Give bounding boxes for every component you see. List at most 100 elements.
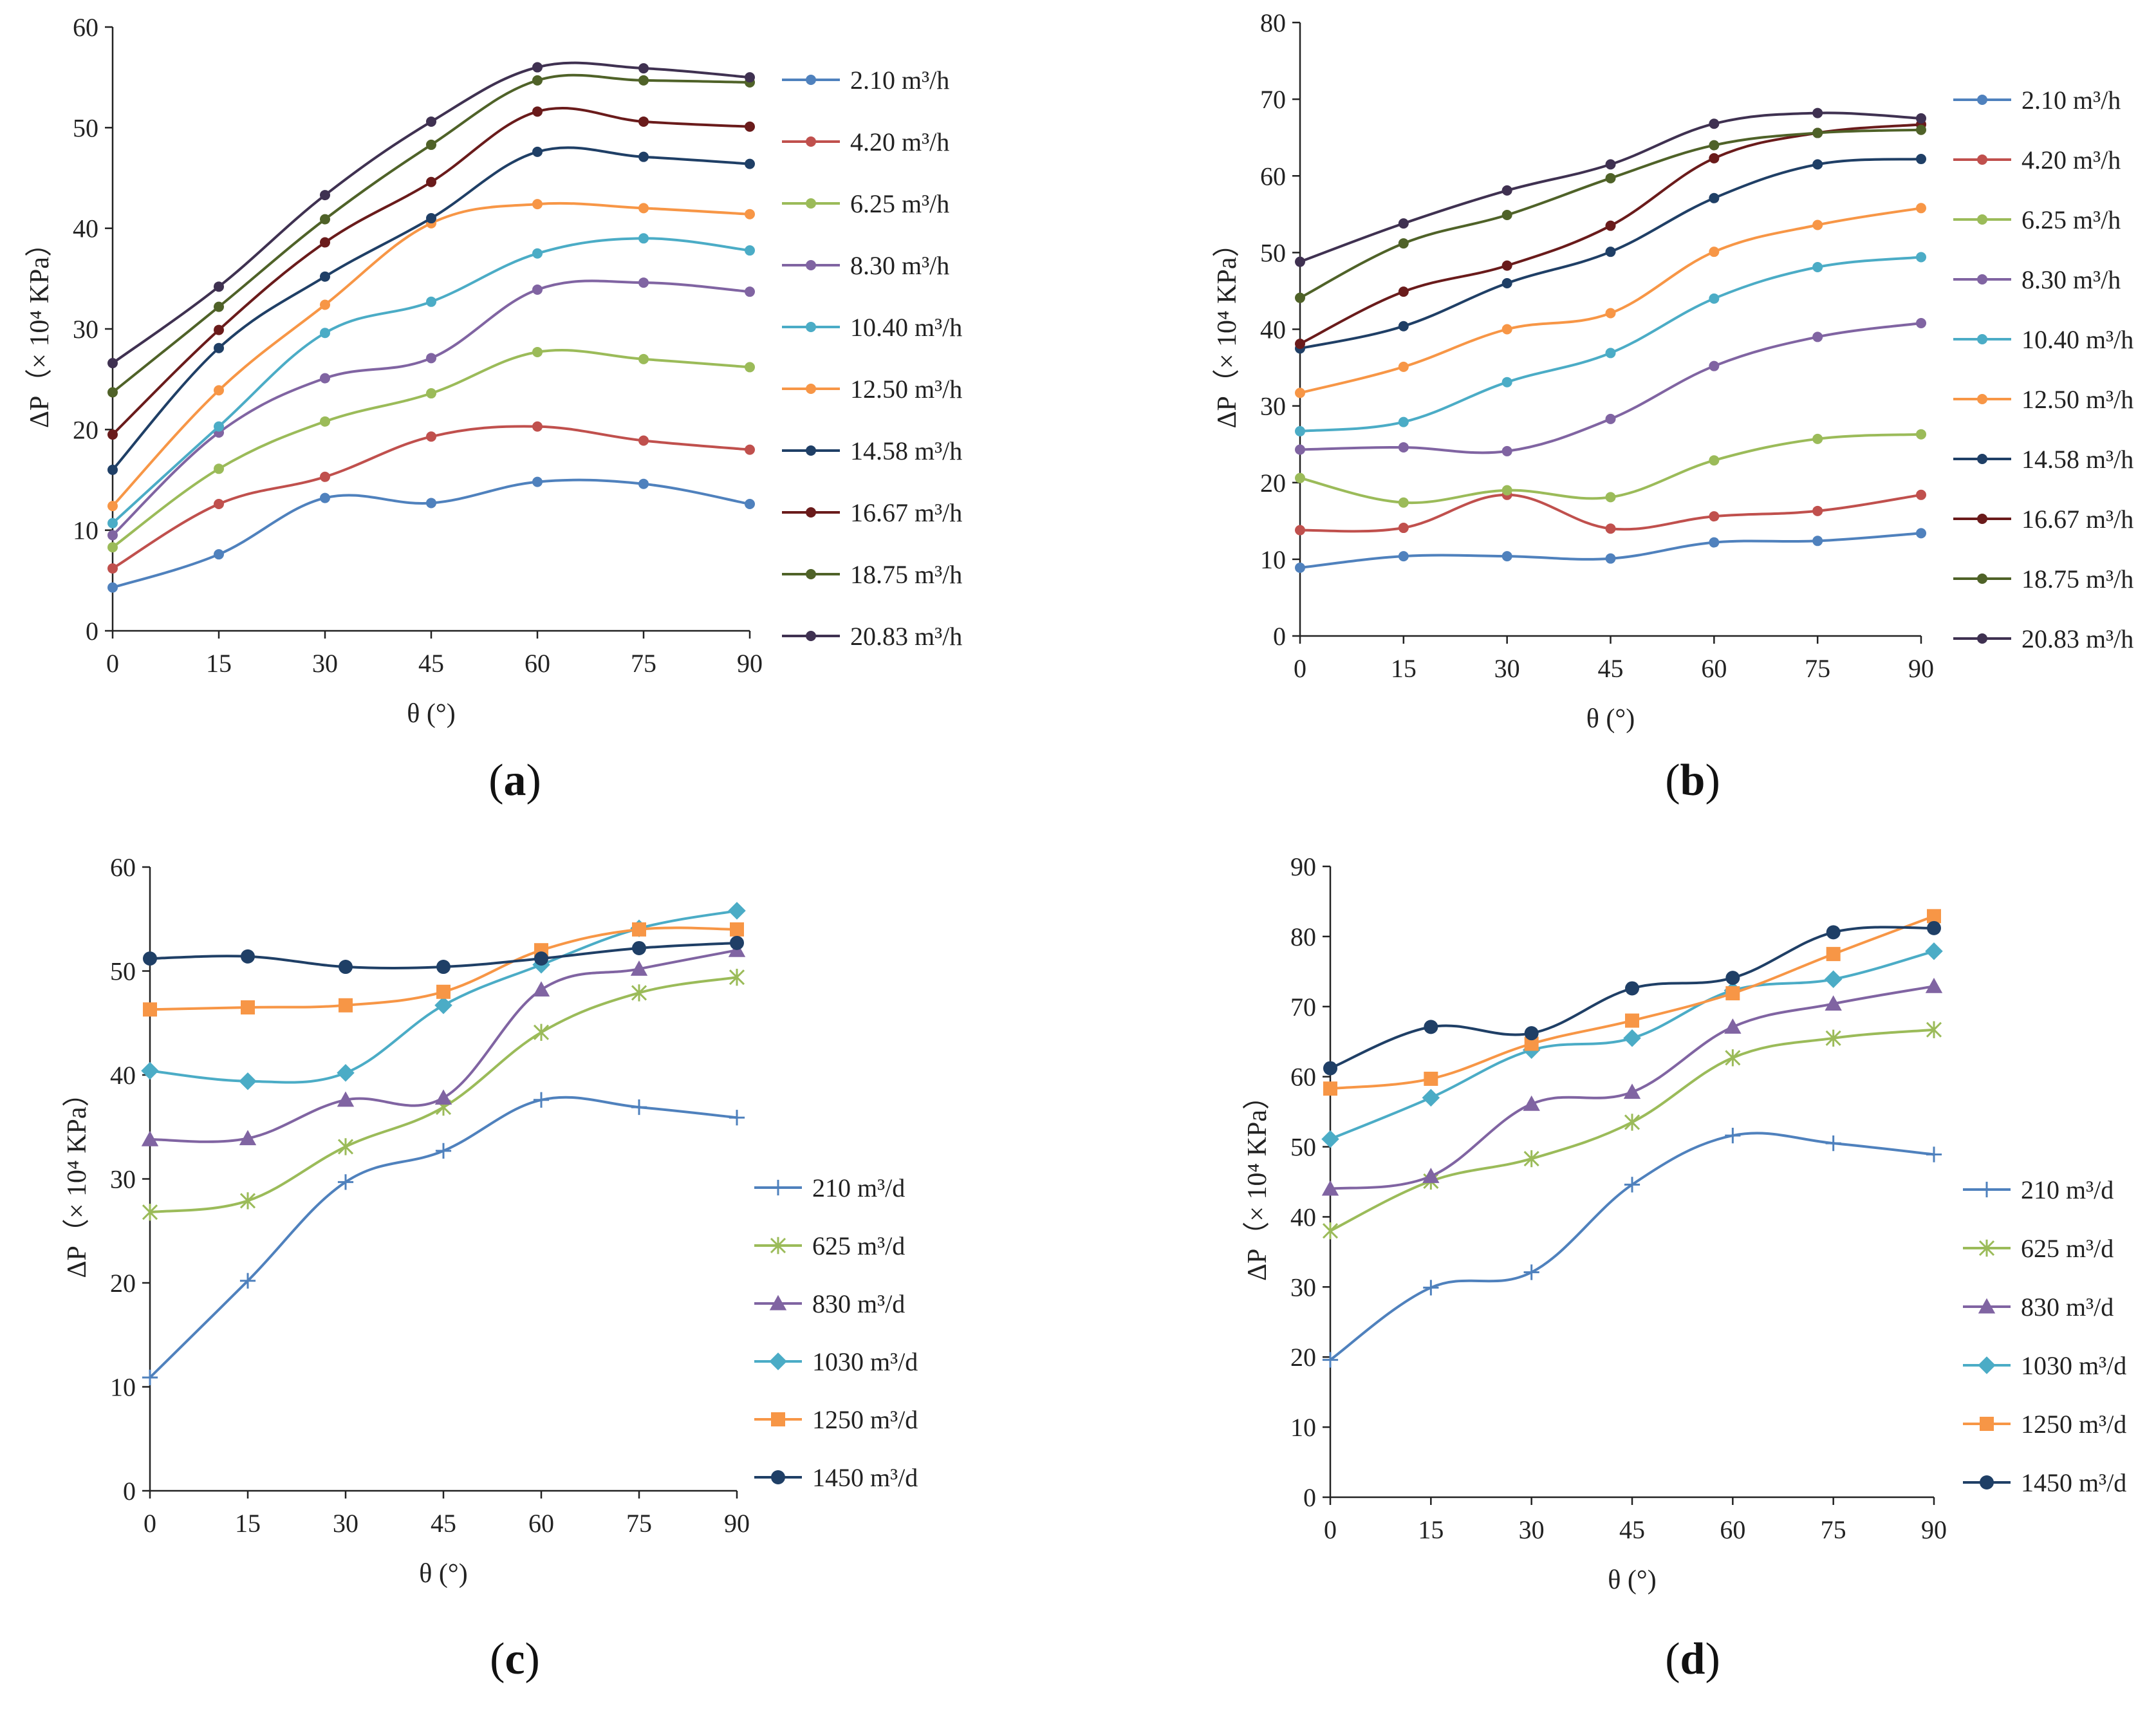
chart-a: 0 10 20 30 40 50 60 0 15 30 45 60 75 90 θ (°) ΔP（× 10⁴ …: [25, 13, 962, 805]
y-tick-label: 40: [1290, 1202, 1316, 1231]
series-4: 8.30 m³/h: [107, 251, 949, 541]
data-point: [107, 563, 118, 574]
data-point: [638, 116, 649, 127]
x-tick-label: 30: [1494, 654, 1520, 683]
data-point: [1725, 971, 1740, 985]
data-point: [1812, 433, 1823, 444]
data-point: [214, 499, 224, 510]
x-axis-title: θ (°): [1586, 704, 1635, 734]
x-tick-label: 15: [1418, 1515, 1444, 1544]
data-point: [745, 444, 755, 455]
legend-label: 830 m³/d: [2021, 1293, 2114, 1321]
data-point: [337, 1138, 354, 1155]
data-point: [1812, 219, 1823, 230]
data-point: [214, 549, 224, 560]
panel-label: (d): [1665, 1634, 1720, 1684]
data-point: [745, 286, 755, 297]
data-point: [745, 245, 755, 256]
legend-label: 20.83 m³/h: [850, 622, 962, 651]
data-point: [426, 176, 436, 187]
data-point: [426, 296, 436, 307]
data-point: [1523, 1150, 1539, 1168]
legend-label: 1250 m³/d: [2021, 1410, 2126, 1439]
legend-marker: [771, 1412, 785, 1426]
x-tick-label: 60: [525, 649, 550, 678]
legend-label: 210 m³/d: [812, 1173, 905, 1202]
legend-label: 10.40 m³/h: [850, 313, 962, 342]
data-point: [532, 476, 543, 487]
data-point: [426, 139, 436, 150]
panel-label-close: ): [526, 756, 541, 805]
y-tick-label: 0: [1303, 1483, 1316, 1512]
panel-label: (c): [490, 1634, 540, 1684]
data-point: [337, 1064, 355, 1082]
series-8: 16.67 m³/h: [107, 106, 962, 527]
legend-marker: [1978, 1298, 1996, 1314]
data-point: [1709, 140, 1720, 151]
legend-label: 18.75 m³/h: [2021, 565, 2133, 593]
data-point: [745, 158, 755, 169]
data-point: [426, 498, 436, 509]
legend-label: 6.25 m³/h: [850, 189, 949, 218]
series-2: 4.20 m³/h: [107, 127, 949, 574]
series-10: 20.83 m³/h: [107, 61, 962, 651]
x-axis-title: θ (°): [407, 699, 455, 729]
y-tick-label: 40: [110, 1061, 136, 1090]
data-point: [1916, 429, 1926, 440]
series-6: 12.50 m³/h: [107, 199, 962, 512]
data-point: [320, 214, 330, 225]
data-point: [745, 72, 755, 83]
data-point: [1812, 332, 1823, 342]
data-point: [214, 342, 224, 353]
data-point: [638, 277, 649, 288]
y-tick-label: 0: [1273, 622, 1286, 651]
x-tick-label: 45: [418, 649, 444, 678]
data-point: [1398, 361, 1409, 372]
data-point: [532, 248, 543, 259]
legend-marker: [806, 631, 816, 641]
panel-label-close: ): [1705, 1634, 1720, 1684]
data-point: [728, 902, 746, 920]
data-point: [1916, 317, 1926, 328]
data-point: [1709, 455, 1720, 466]
data-point: [1524, 1036, 1539, 1051]
data-point: [1398, 551, 1409, 562]
x-tick-label: 0: [1324, 1515, 1337, 1544]
data-point: [1524, 1026, 1539, 1041]
y-tick-label: 60: [73, 13, 98, 42]
series-line: [111, 349, 750, 548]
data-point: [1709, 192, 1720, 203]
y-tick-label: 10: [73, 516, 98, 545]
chart-c: 0 10 20 30 40 50 60 0 15 30 45 60 75 90 θ (°) ΔP（× 10⁴ …: [62, 853, 918, 1684]
data-point: [638, 435, 649, 446]
data-point: [1916, 113, 1926, 124]
legend-marker: [1977, 95, 1987, 105]
data-point: [434, 1089, 452, 1105]
series-5: 10.40 m³/h: [107, 233, 962, 528]
x-tick-label: 60: [1701, 654, 1727, 683]
legend-marker: [770, 1237, 786, 1255]
data-point: [241, 1000, 255, 1015]
data-point: [143, 1002, 157, 1017]
panel-label: (a): [488, 756, 541, 805]
data-point: [1625, 981, 1639, 996]
panel-label-letter: a: [504, 756, 526, 805]
x-tick-label: 90: [724, 1509, 750, 1538]
data-point: [426, 388, 436, 399]
y-tick-label: 20: [1260, 469, 1286, 498]
data-point: [1501, 324, 1512, 335]
data-point: [1501, 445, 1512, 456]
series-10: 20.83 m³/h: [1295, 107, 2133, 653]
data-point: [729, 1110, 745, 1126]
series-2: 625 m³/d: [1322, 1021, 2114, 1263]
data-point: [1321, 1130, 1339, 1148]
series-line: [111, 279, 750, 536]
panel-label-open: (: [1665, 756, 1680, 805]
data-point: [214, 281, 224, 292]
legend-label: 625 m³/d: [2021, 1234, 2114, 1263]
data-point: [532, 106, 543, 117]
data-point: [745, 209, 755, 219]
data-point: [214, 421, 224, 432]
data-point: [239, 1130, 257, 1146]
legend-label: 625 m³/d: [812, 1231, 905, 1260]
